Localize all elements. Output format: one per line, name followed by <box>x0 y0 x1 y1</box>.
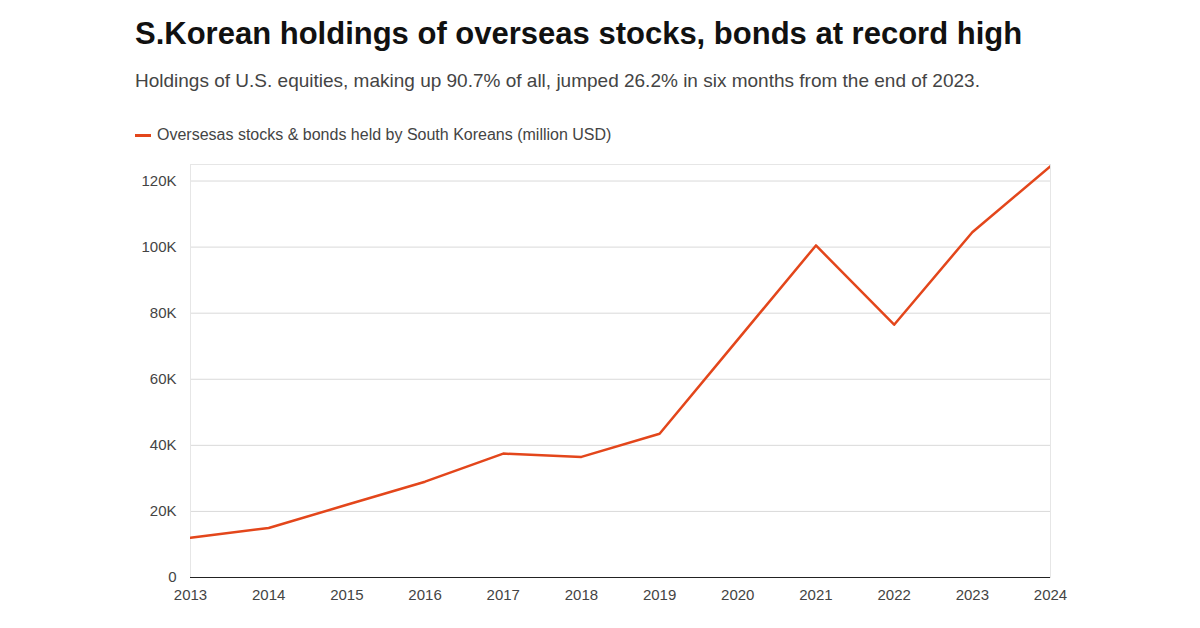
svg-text:120K: 120K <box>141 172 176 189</box>
html-text:Oversesas stocks & bonds held: Oversesas stocks & bonds held by South K… <box>157 126 612 143</box>
svg-text:80K: 80K <box>150 304 177 321</box>
svg-text:60K: 60K <box>150 370 177 387</box>
svg-text:2015: 2015 <box>330 586 363 603</box>
svg-text:2022: 2022 <box>877 586 910 603</box>
svg-text:2014: 2014 <box>252 586 285 603</box>
svg-text:2019: 2019 <box>643 586 676 603</box>
svg-text:2023: 2023 <box>956 586 989 603</box>
svg-text:2018: 2018 <box>565 586 598 603</box>
svg-text:2017: 2017 <box>487 586 520 603</box>
svg-text:2024: 2024 <box>1034 586 1067 603</box>
svg-text:20K: 20K <box>150 502 177 519</box>
svg-text:0: 0 <box>168 568 176 585</box>
svg-text:2021: 2021 <box>799 586 832 603</box>
html-text:Holdings of U.S. equities, mak: Holdings of U.S. equities, making up 90.… <box>135 70 980 91</box>
svg-text:2016: 2016 <box>408 586 441 603</box>
html-text:S.Korean holdings of overseas: S.Korean holdings of overseas stocks, bo… <box>135 16 1023 51</box>
svg-text:100K: 100K <box>141 238 176 255</box>
svg-text:2013: 2013 <box>174 586 207 603</box>
svg-text:2020: 2020 <box>721 586 754 603</box>
svg-text:40K: 40K <box>150 436 177 453</box>
